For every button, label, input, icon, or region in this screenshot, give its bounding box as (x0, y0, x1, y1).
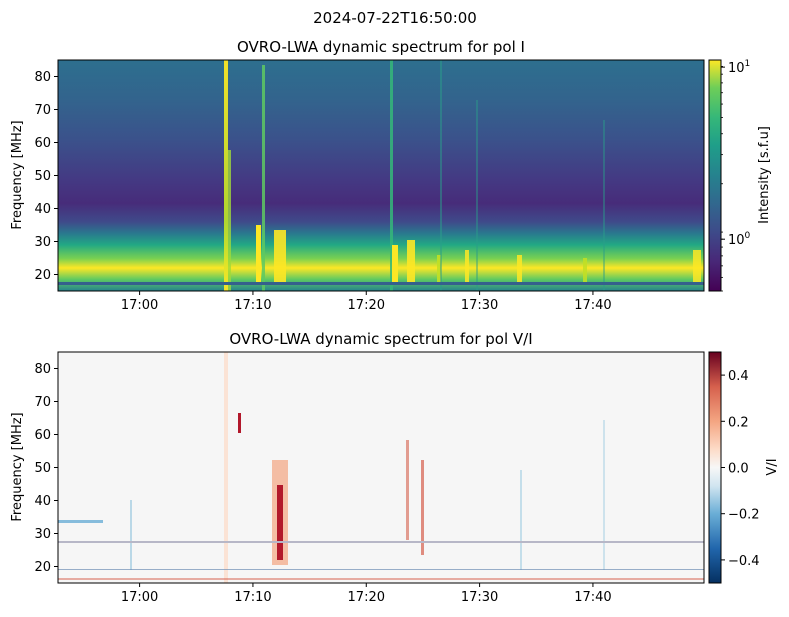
y-tick-label: 50 (34, 169, 51, 184)
pol-blue-streak-a (130, 500, 132, 570)
colorbar-tick-label: 0.2 (728, 415, 749, 430)
figure-suptitle: 2024-07-22T16:50:00 (313, 9, 477, 27)
y-tick-label: 40 (34, 494, 51, 509)
y-tick-label: 30 (34, 527, 51, 542)
burst-1710 (262, 65, 265, 291)
faint-streak-b (476, 100, 478, 291)
pol-streak-1708 (224, 352, 228, 583)
colorbar-tick-label: 0.4 (728, 369, 749, 384)
burst-1728 (437, 255, 441, 285)
y-axis-label-intensity: Frequency [MHz] (10, 120, 25, 229)
x-ticks-polarization: 17:00 17:10 17:20 17:30 17:40 (121, 583, 612, 605)
pol-streak-1725 (421, 460, 424, 555)
pol-streak-1713-core (277, 485, 283, 560)
colorbar-tick-label: 0.0 (728, 462, 749, 477)
pol-blue-streak-b (520, 470, 522, 570)
pol-blue-band-left (58, 520, 103, 523)
colorbar-ticks-intensity: 100 101 (721, 59, 751, 292)
colorbar-polarization: 0.4 0.2 0.0 −0.2 −0.4 V/I (708, 351, 780, 584)
burst-1708b (228, 150, 231, 291)
x-ticks-intensity: 17:00 17:10 17:20 17:30 17:40 (121, 291, 612, 313)
pol-line-16mhz (58, 578, 704, 580)
burst-1723-core (392, 245, 398, 285)
pol-features (58, 352, 704, 583)
x-tick-label: 17:20 (348, 298, 385, 313)
pol-blue-streak-c (603, 420, 605, 570)
y-ticks-intensity: 20 30 40 50 60 70 80 (34, 70, 58, 283)
y-tick-label: 60 (34, 136, 51, 151)
baseline-band (58, 282, 704, 285)
x-tick-label: 17:30 (461, 590, 498, 605)
burst-1749 (693, 250, 701, 285)
panel-polarization: OVRO-LWA dynamic spectrum for pol V/I 20… (10, 330, 780, 605)
x-tick-label: 17:10 (234, 590, 271, 605)
burst-1735 (517, 255, 522, 285)
burst-1740 (583, 258, 587, 285)
heatmap-intensity (58, 60, 704, 291)
y-tick-label: 80 (34, 70, 51, 85)
pol-spot-1709 (238, 413, 241, 433)
burst-1708 (224, 60, 228, 291)
pol-line-28mhz (58, 541, 704, 543)
y-ticks-polarization: 20 30 40 50 60 70 80 (34, 362, 58, 575)
colorbar-ticks-polarization: 0.4 0.2 0.0 −0.2 −0.4 (721, 369, 760, 569)
colorbar-tick-label: −0.2 (728, 508, 760, 523)
pol-streak-1723 (406, 440, 409, 540)
burst-1710-core (256, 225, 261, 285)
y-tick-label: 50 (34, 461, 51, 476)
y-tick-label: 20 (34, 268, 51, 283)
x-tick-label: 17:00 (121, 590, 158, 605)
heatmap-background-intensity (58, 60, 704, 291)
colorbar-intensity: 100 101 Intensity [s.f.u] (708, 59, 772, 292)
colorbar-tick-label: 101 (728, 59, 750, 76)
x-tick-label: 17:40 (574, 298, 611, 313)
x-tick-label: 17:10 (234, 298, 271, 313)
heatmap-polarization (58, 352, 704, 583)
burst-1724 (407, 240, 415, 285)
colorbar-gradient-intensity (708, 59, 722, 292)
y-tick-label: 70 (34, 395, 51, 410)
y-tick-label: 40 (34, 202, 51, 217)
burst-streaks-intensity (58, 60, 704, 291)
colorbar-label-polarization: V/I (765, 458, 780, 475)
panel-intensity: OVRO-LWA dynamic spectrum for pol I (10, 38, 772, 313)
pol-line-19mhz (58, 569, 704, 570)
x-tick-label: 17:20 (348, 590, 385, 605)
y-tick-label: 60 (34, 428, 51, 443)
colorbar-tick-label: 100 (728, 231, 751, 248)
y-tick-label: 20 (34, 560, 51, 575)
faint-streak-c (603, 120, 605, 291)
panel-title-intensity: OVRO-LWA dynamic spectrum for pol I (237, 38, 525, 56)
x-tick-label: 17:30 (461, 298, 498, 313)
colorbar-gradient-polarization (708, 351, 722, 584)
y-tick-label: 30 (34, 235, 51, 250)
colorbar-label-intensity: Intensity [s.f.u] (757, 126, 772, 224)
burst-1713 (274, 230, 286, 285)
faint-streak-a (440, 60, 442, 291)
heatmap-background-polarization (58, 352, 704, 583)
x-tick-label: 17:00 (121, 298, 158, 313)
y-tick-label: 80 (34, 362, 51, 377)
burst-1723 (390, 60, 393, 291)
y-axis-label-polarization: Frequency [MHz] (10, 412, 25, 521)
y-tick-label: 70 (34, 103, 51, 118)
colorbar-tick-label: −0.4 (728, 554, 760, 569)
x-tick-label: 17:40 (574, 590, 611, 605)
panel-title-polarization: OVRO-LWA dynamic spectrum for pol V/I (229, 330, 532, 348)
burst-1732 (465, 250, 469, 285)
